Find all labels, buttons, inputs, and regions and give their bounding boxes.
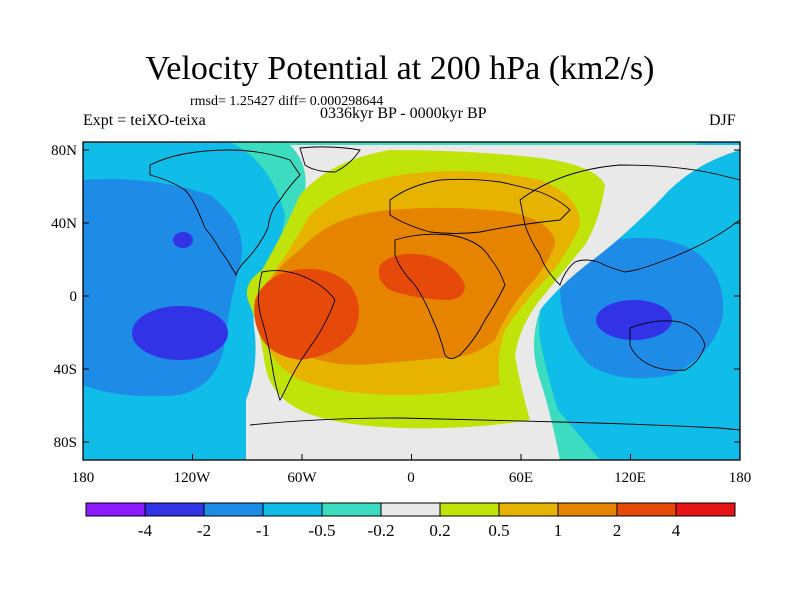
- period-label: 0336kyr BP - 0000kyr BP: [320, 105, 487, 122]
- colorbar-swatch: [557, 502, 618, 517]
- colorbar-label: -2: [196, 521, 212, 540]
- colorbar-swatch: [675, 502, 736, 517]
- coastlines: [149, 146, 740, 431]
- colorbar-label: 0.2: [429, 521, 451, 540]
- field-region-red-orange-south-america: [254, 269, 359, 360]
- coast-africa: [394, 233, 506, 359]
- lon-tick-0: 0: [407, 470, 415, 486]
- lon-tick-120e: 120E: [614, 470, 646, 486]
- coast-south-america: [258, 270, 336, 402]
- colorbar-swatch: [85, 502, 146, 517]
- colorbar-swatch: [616, 502, 677, 517]
- lon-tick-180w: 180: [71, 470, 95, 486]
- field-region-dark-blue-south-pacific: [132, 306, 228, 360]
- lat-tick-80n: 80N: [51, 143, 77, 159]
- colorbar-swatch: [439, 502, 500, 517]
- coast-asia: [519, 164, 740, 286]
- map-field: [83, 142, 740, 460]
- lon-tick-120w: 120W: [173, 470, 211, 486]
- colorbar-label: -0.2: [367, 521, 395, 540]
- colorbar-label: 1: [553, 521, 563, 540]
- field-region-dark-blue-north-pacific: [173, 232, 193, 248]
- colorbar-label: 0.5: [488, 521, 510, 540]
- lon-tick-180e: 180: [728, 470, 752, 486]
- coast-antarctica: [249, 417, 740, 431]
- lon-tick-60e: 60E: [508, 470, 534, 486]
- season-label: DJF: [709, 112, 736, 129]
- colorbar-label: -4: [137, 521, 153, 540]
- colorbar-swatch: [262, 502, 323, 517]
- colorbar-label: -1: [255, 521, 271, 540]
- field-region-dark-blue-maritime: [596, 300, 672, 340]
- coast-australia: [629, 320, 706, 371]
- colorbar-swatch: [321, 502, 382, 517]
- field-region-red-orange-africa: [378, 253, 465, 300]
- colorbar-swatch: [203, 502, 264, 517]
- stats-line: rmsd= 1.25427 diff= 0.000298644: [190, 94, 384, 109]
- coast-europe: [389, 178, 571, 234]
- colorbar-label: 2: [612, 521, 622, 540]
- colorbar-label: -0.5: [308, 521, 336, 540]
- colorbar-swatch: [144, 502, 205, 517]
- colorbar-label: 4: [671, 521, 681, 540]
- colorbar-swatch: [498, 502, 559, 517]
- lat-tick-0: 0: [69, 289, 78, 305]
- lat-tick-40n: 40N: [51, 216, 77, 232]
- lat-tick-80s: 80S: [53, 435, 77, 451]
- coast-north-america: [149, 149, 301, 277]
- map-title: Velocity Potential at 200 hPa (km2/s): [145, 50, 655, 87]
- coast-greenland: [299, 146, 361, 173]
- lat-tick-40s: 40S: [53, 362, 77, 378]
- color-bar: [85, 502, 736, 517]
- field-region-blue-pacific: [83, 179, 242, 397]
- experiment-label: Expt = teiXO-teixa: [83, 112, 206, 129]
- axis-ticks: [82, 149, 741, 460]
- colorbar-swatch: [380, 502, 441, 517]
- lon-tick-60w: 60W: [287, 470, 317, 486]
